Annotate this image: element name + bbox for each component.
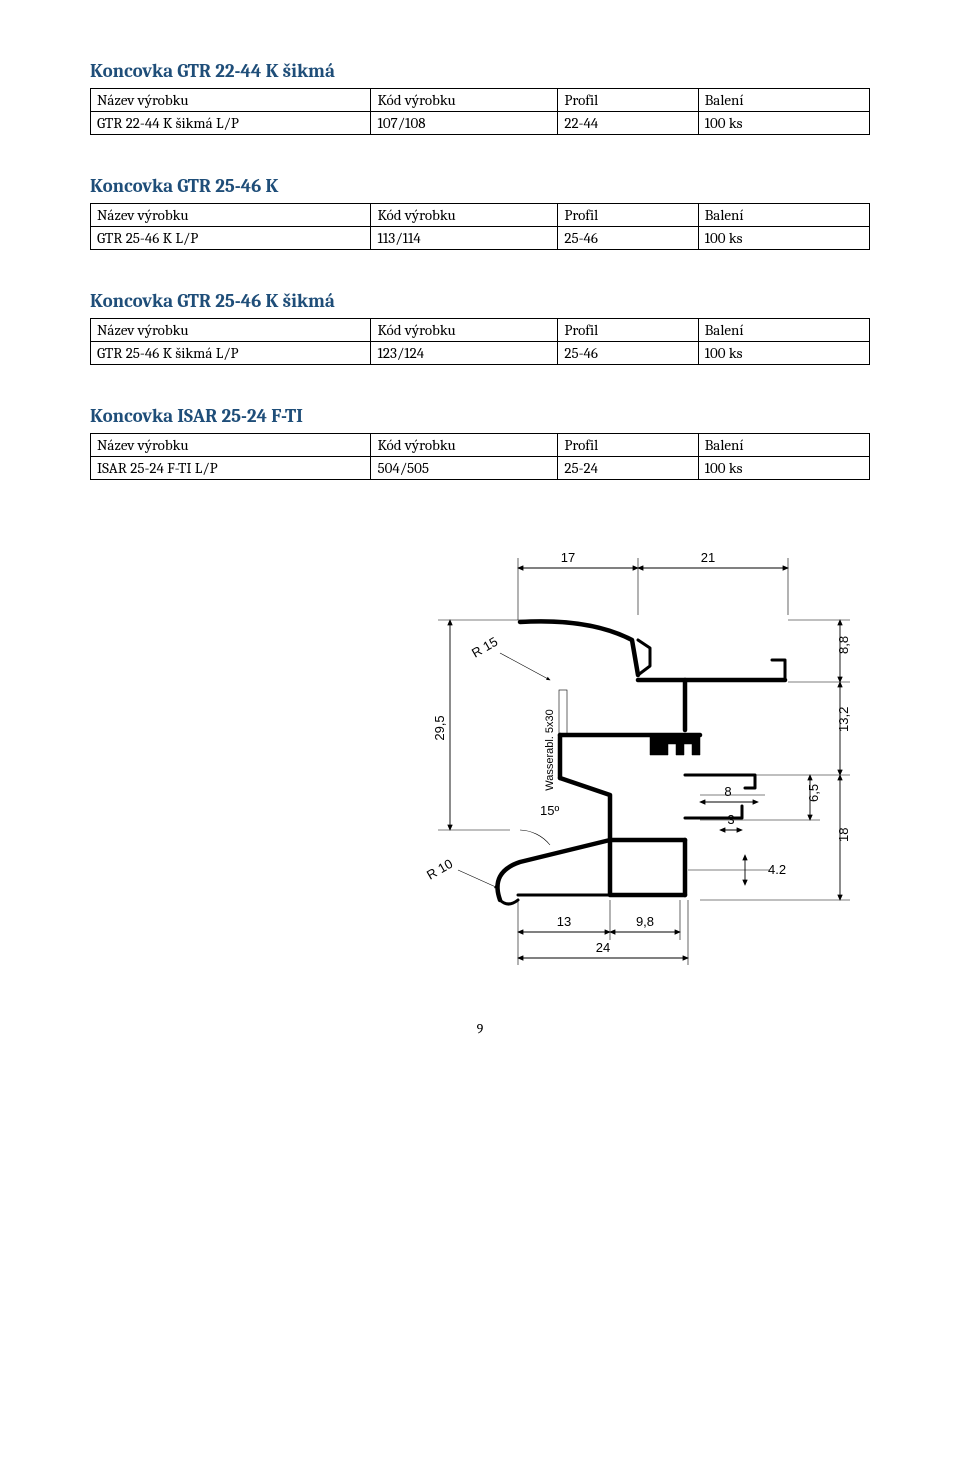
dim-label: 13 bbox=[557, 914, 571, 929]
cell: 100 ks bbox=[698, 227, 869, 250]
table-header-row: Název výrobku Kód výrobku Profil Balení bbox=[91, 204, 870, 227]
section-title: Koncovka ISAR 25-24 F-TI bbox=[90, 405, 870, 427]
dim-label: 29,5 bbox=[432, 715, 447, 740]
dim-label: 8 bbox=[724, 784, 731, 799]
product-table: Název výrobku Kód výrobku Profil Balení … bbox=[90, 433, 870, 480]
header-cell: Název výrobku bbox=[91, 319, 371, 342]
header-cell: Název výrobku bbox=[91, 89, 371, 112]
dim-label: 13,2 bbox=[836, 707, 851, 732]
cell: 100 ks bbox=[698, 112, 869, 135]
table-row: GTR 25-46 K šikmá L/P 123/124 25-46 100 … bbox=[91, 342, 870, 365]
dim-label: 8,8 bbox=[836, 636, 851, 654]
table-row: GTR 25-46 K L/P 113/114 25-46 100 ks bbox=[91, 227, 870, 250]
table-header-row: Název výrobku Kód výrobku Profil Balení bbox=[91, 89, 870, 112]
header-cell: Kód výrobku bbox=[371, 434, 558, 457]
dim-label: 9,8 bbox=[636, 914, 654, 929]
header-cell: Balení bbox=[698, 204, 869, 227]
header-cell: Kód výrobku bbox=[371, 204, 558, 227]
cell: 504/505 bbox=[371, 457, 558, 480]
table-row: GTR 22-44 K šikmá L/P 107/108 22-44 100 … bbox=[91, 112, 870, 135]
dim-label: R 15 bbox=[469, 634, 500, 661]
section-isar-25-24: Koncovka ISAR 25-24 F-TI Název výrobku K… bbox=[90, 405, 870, 480]
header-cell: Profil bbox=[558, 319, 698, 342]
dim-label: Wasserabl. 5x30 bbox=[544, 709, 556, 791]
dim-label: R 10 bbox=[424, 856, 455, 883]
cell: 25-24 bbox=[558, 457, 698, 480]
header-cell: Profil bbox=[558, 204, 698, 227]
table-header-row: Název výrobku Kód výrobku Profil Balení bbox=[91, 434, 870, 457]
cell: 22-44 bbox=[558, 112, 698, 135]
dim-label: 24 bbox=[596, 940, 610, 955]
dim-label: 6,5 bbox=[806, 784, 821, 802]
header-cell: Balení bbox=[698, 434, 869, 457]
cell: 113/114 bbox=[371, 227, 558, 250]
cell: 25-46 bbox=[558, 227, 698, 250]
product-table: Název výrobku Kód výrobku Profil Balení … bbox=[90, 203, 870, 250]
header-cell: Profil bbox=[558, 434, 698, 457]
section-gtr-25-46-sikma: Koncovka GTR 25-46 K šikmá Název výrobku… bbox=[90, 290, 870, 365]
section-title: Koncovka GTR 22-44 K šikmá bbox=[90, 60, 870, 82]
header-cell: Balení bbox=[698, 319, 869, 342]
header-cell: Název výrobku bbox=[91, 434, 371, 457]
table-header-row: Název výrobku Kód výrobku Profil Balení bbox=[91, 319, 870, 342]
dim-label: 15º bbox=[540, 803, 559, 818]
technical-drawing: 17 21 29,5 8,8 13,2 6,5 18 13 bbox=[90, 540, 870, 990]
header-cell: Kód výrobku bbox=[371, 89, 558, 112]
cell: 100 ks bbox=[698, 342, 869, 365]
dim-label: 18 bbox=[836, 828, 851, 842]
header-cell: Název výrobku bbox=[91, 204, 371, 227]
cell: 107/108 bbox=[371, 112, 558, 135]
header-cell: Kód výrobku bbox=[371, 319, 558, 342]
section-title: Koncovka GTR 25-46 K bbox=[90, 175, 870, 197]
header-cell: Balení bbox=[698, 89, 869, 112]
cell: ISAR 25-24 F-TI L/P bbox=[91, 457, 371, 480]
dim-label: 4.2 bbox=[768, 862, 786, 877]
dim-label: 21 bbox=[701, 550, 715, 565]
dim-label: 17 bbox=[561, 550, 575, 565]
cell: GTR 25-46 K šikmá L/P bbox=[91, 342, 371, 365]
cell: 25-46 bbox=[558, 342, 698, 365]
cell: 100 ks bbox=[698, 457, 869, 480]
cell: 123/124 bbox=[371, 342, 558, 365]
section-gtr-25-46: Koncovka GTR 25-46 K Název výrobku Kód v… bbox=[90, 175, 870, 250]
section-title: Koncovka GTR 25-46 K šikmá bbox=[90, 290, 870, 312]
header-cell: Profil bbox=[558, 89, 698, 112]
cell: GTR 22-44 K šikmá L/P bbox=[91, 112, 371, 135]
product-table: Název výrobku Kód výrobku Profil Balení … bbox=[90, 88, 870, 135]
page-number: 9 bbox=[90, 1020, 870, 1037]
product-table: Název výrobku Kód výrobku Profil Balení … bbox=[90, 318, 870, 365]
section-gtr-22-44-sikma: Koncovka GTR 22-44 K šikmá Název výrobku… bbox=[90, 60, 870, 135]
cell: GTR 25-46 K L/P bbox=[91, 227, 371, 250]
table-row: ISAR 25-24 F-TI L/P 504/505 25-24 100 ks bbox=[91, 457, 870, 480]
